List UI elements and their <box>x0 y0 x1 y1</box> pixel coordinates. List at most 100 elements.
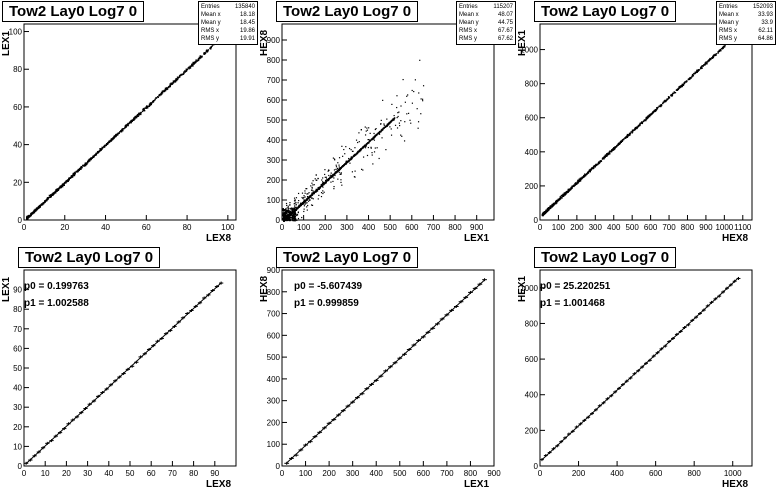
y-tick-label: 600 <box>267 331 281 340</box>
scatter-point <box>667 96 670 98</box>
scatter-point <box>311 197 313 199</box>
scatter-point <box>387 123 390 125</box>
scatter-point <box>149 102 151 104</box>
scatter-point <box>386 123 389 126</box>
scatter-point <box>393 118 395 120</box>
scatter-point <box>605 154 608 156</box>
scatter-point <box>686 80 688 82</box>
scatter-point <box>709 57 711 60</box>
scatter-point <box>345 162 347 164</box>
scatter-point <box>618 142 621 144</box>
scatter-point <box>180 74 182 77</box>
scatter-point <box>711 57 713 59</box>
scatter-point <box>293 197 296 199</box>
scatter-point <box>125 126 127 128</box>
scatter-point <box>318 194 320 197</box>
y-tick-label: 400 <box>525 391 539 400</box>
x-tick-label: 900 <box>487 469 501 478</box>
scatter-point <box>193 63 195 65</box>
scatter-point <box>286 204 288 207</box>
scatter-point <box>52 193 54 195</box>
scatter-point <box>288 215 290 217</box>
scatter-point <box>306 188 308 190</box>
fit-p0: p0 = 0.199763 <box>24 281 89 292</box>
scatter-point <box>345 160 347 162</box>
scatter-point <box>578 180 581 182</box>
scatter-point <box>293 207 295 209</box>
pad-4: 0 10 20 30 40 50 60 70 80 90 0 10 20 30 40 50 60 70 80 90 T… <box>0 246 258 492</box>
scatter-point <box>620 140 622 142</box>
scatter-point <box>312 191 314 194</box>
scatter-point <box>682 84 685 87</box>
scatter-point <box>304 203 306 205</box>
scatter-point <box>57 189 59 191</box>
scatter-point <box>163 89 165 92</box>
scatter-point <box>704 62 707 65</box>
scatter-point <box>325 179 327 182</box>
stats-box: Entries 135840 Mean x 18.18 Mean y 18.45 RM… <box>198 1 258 45</box>
scatter-point <box>321 182 324 185</box>
scatter-point <box>70 175 73 177</box>
scatter-point <box>590 168 592 170</box>
y-tick-label: 800 <box>525 80 539 89</box>
scatter-point <box>406 95 408 97</box>
scatter-point <box>292 211 295 213</box>
y-tick-label: 70 <box>13 325 22 334</box>
scatter-point <box>114 134 116 137</box>
y-axis-label: HEX1 <box>517 275 528 302</box>
scatter-point <box>320 184 322 186</box>
scatter-point <box>284 218 286 221</box>
scatter-point <box>131 119 133 122</box>
scatter-point <box>561 194 563 197</box>
scatter-point <box>588 170 590 173</box>
scatter-point <box>289 211 291 213</box>
scatter-point <box>596 163 598 166</box>
scatter-point <box>357 150 360 152</box>
scatter-point <box>199 57 201 60</box>
scatter-point <box>291 209 293 211</box>
scatter-point <box>175 79 178 82</box>
scatter-point <box>577 179 579 182</box>
scatter-point <box>559 197 562 200</box>
scatter-point <box>636 127 638 130</box>
scatter-point <box>301 216 303 219</box>
scatter-point <box>147 105 149 108</box>
scatter-point <box>324 169 326 171</box>
scatter-point <box>659 105 661 108</box>
scatter-point <box>282 213 285 215</box>
fit-p0: p0 = 25.220251 <box>540 281 611 292</box>
scatter-point <box>355 153 357 156</box>
scatter-point <box>136 115 138 117</box>
scatter-point <box>609 150 611 152</box>
scatter-point <box>334 159 336 161</box>
scatter-point <box>205 51 208 53</box>
scatter-point <box>649 114 651 117</box>
scatter-point <box>409 119 411 121</box>
scatter-point <box>285 214 288 217</box>
y-tick-label: 300 <box>267 397 281 406</box>
scatter-point <box>378 133 381 135</box>
scatter-point <box>350 156 352 158</box>
scatter-point <box>417 121 420 123</box>
plot-frame <box>281 269 495 467</box>
scatter-point <box>211 45 213 48</box>
scatter-point <box>322 192 324 195</box>
scatter-point <box>613 147 615 150</box>
scatter-point <box>64 182 66 184</box>
scatter-point <box>338 166 340 168</box>
scatter-point <box>283 217 286 219</box>
scatter-point <box>602 157 605 160</box>
scatter-point <box>139 112 141 114</box>
scatter-point <box>120 129 122 132</box>
x-tick-label: 700 <box>662 223 676 232</box>
scatter-point <box>303 195 305 197</box>
scatter-point <box>289 219 292 222</box>
x-tick-label: 800 <box>681 223 695 232</box>
scatter-point <box>323 182 325 185</box>
scatter-point <box>179 75 181 78</box>
x-tick-label: 0 <box>280 469 285 478</box>
scatter-point <box>396 127 399 129</box>
scatter-point <box>356 153 359 155</box>
scatter-point <box>327 179 330 181</box>
scatter-point <box>604 154 607 156</box>
